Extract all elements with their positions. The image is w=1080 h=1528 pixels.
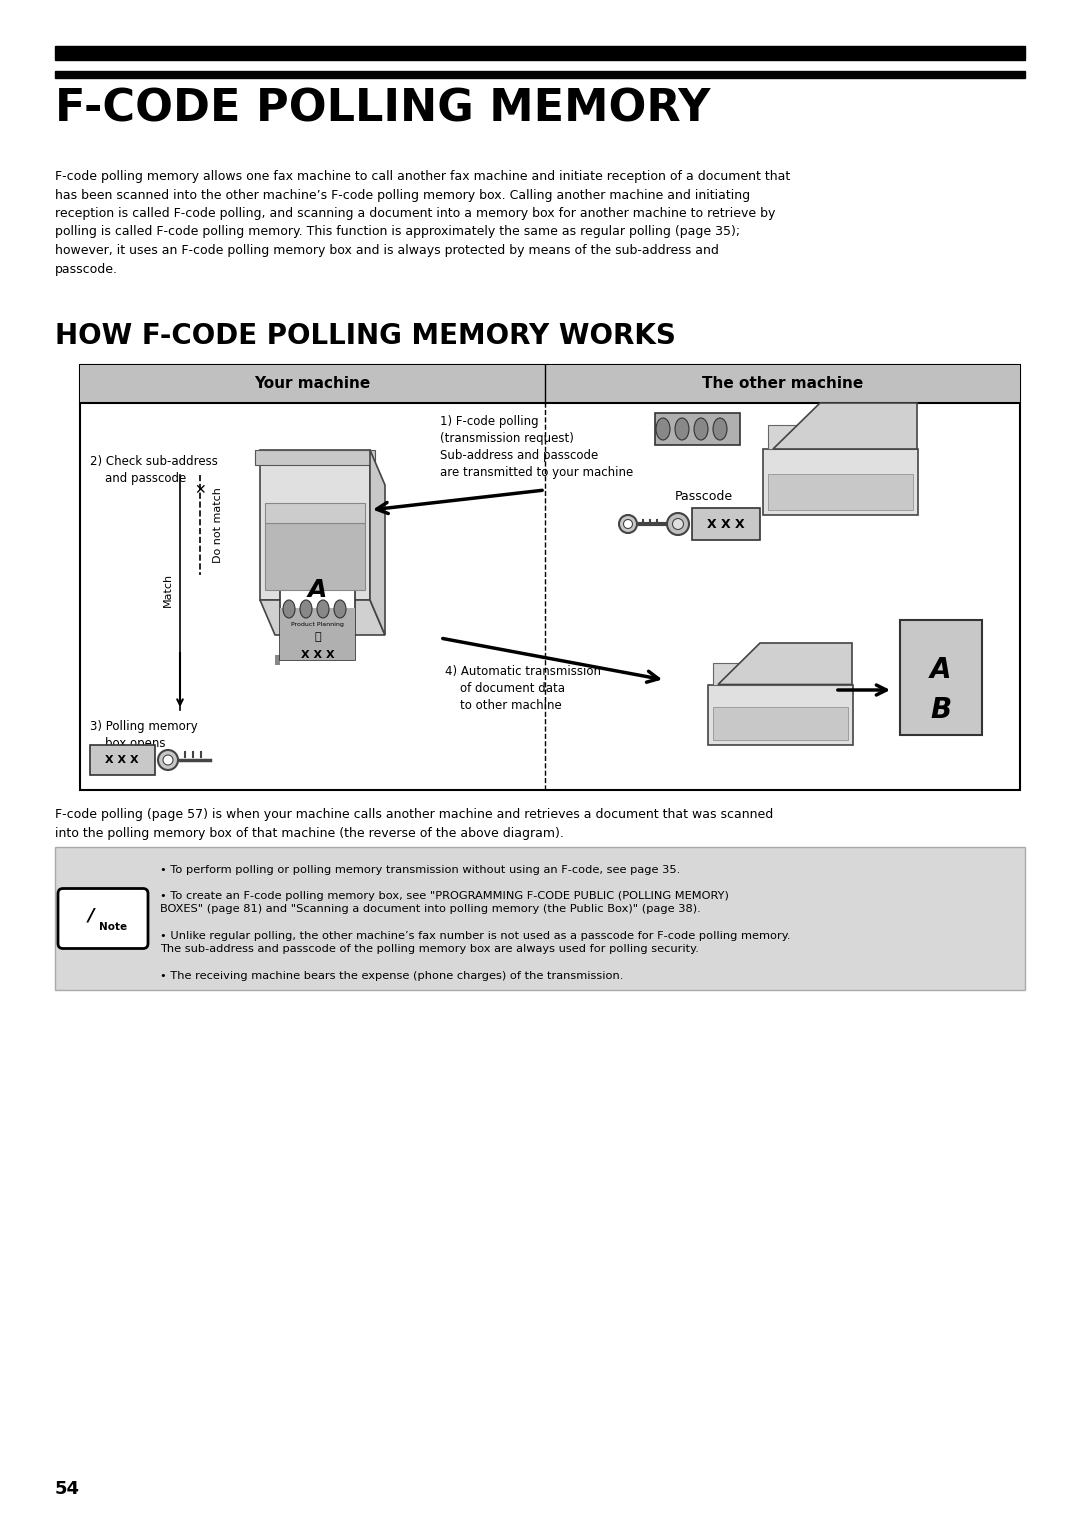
FancyBboxPatch shape	[58, 888, 148, 949]
Text: • The receiving machine bears the expense (phone charges) of the transmission.: • The receiving machine bears the expens…	[160, 970, 623, 981]
Ellipse shape	[334, 601, 346, 617]
Ellipse shape	[158, 750, 178, 770]
Bar	[275, 656, 280, 665]
Polygon shape	[260, 601, 384, 636]
Bar	[55, 70, 1025, 78]
Bar	[260, 451, 370, 601]
Text: Do not match: Do not match	[213, 487, 222, 562]
Ellipse shape	[694, 419, 708, 440]
Text: • To perform polling or polling memory transmission without using an F-code, see: • To perform polling or polling memory t…	[160, 865, 680, 876]
Ellipse shape	[667, 513, 689, 535]
Text: Note: Note	[99, 921, 127, 932]
Bar	[55, 46, 1025, 60]
Bar	[692, 507, 760, 539]
Bar	[708, 685, 853, 746]
Text: Your machine: Your machine	[255, 376, 370, 391]
Ellipse shape	[675, 419, 689, 440]
Ellipse shape	[318, 601, 329, 617]
Text: A: A	[308, 578, 327, 602]
Text: 4) Automatic transmission
    of document data
    to other machine: 4) Automatic transmission of document da…	[445, 665, 600, 712]
Polygon shape	[773, 403, 917, 449]
Bar	[255, 451, 375, 465]
Text: /: /	[87, 906, 94, 924]
Text: 3) Polling memory
    box opens: 3) Polling memory box opens	[90, 720, 198, 750]
Text: Subaddress: Subaddress	[660, 413, 733, 426]
Ellipse shape	[673, 518, 684, 530]
Text: F-code polling memory allows one fax machine to call another fax machine and ini: F-code polling memory allows one fax mac…	[55, 170, 791, 275]
Text: ✕: ✕	[194, 483, 206, 497]
Text: 2) Check sub-address
    and passcode: 2) Check sub-address and passcode	[90, 455, 218, 484]
Ellipse shape	[619, 515, 637, 533]
Ellipse shape	[623, 520, 633, 529]
Bar	[762, 449, 918, 515]
Text: HOW F-CODE POLLING MEMORY WORKS: HOW F-CODE POLLING MEMORY WORKS	[55, 322, 676, 350]
Bar	[90, 746, 156, 775]
Ellipse shape	[300, 601, 312, 617]
Bar	[80, 365, 1020, 403]
Text: Match: Match	[163, 573, 173, 607]
Bar	[280, 608, 355, 660]
Bar	[768, 425, 913, 449]
Polygon shape	[370, 451, 384, 636]
Text: 🔒: 🔒	[314, 633, 321, 642]
Text: The other machine: The other machine	[702, 376, 863, 391]
Text: F-code polling (page 57) is when your machine calls another machine and retrieve: F-code polling (page 57) is when your ma…	[55, 808, 773, 839]
Bar	[265, 503, 365, 523]
Bar	[900, 620, 982, 735]
Bar	[768, 474, 913, 510]
Bar	[713, 663, 848, 685]
Ellipse shape	[713, 419, 727, 440]
Ellipse shape	[656, 419, 670, 440]
Bar	[713, 707, 848, 740]
Text: 54: 54	[55, 1481, 80, 1497]
Bar	[654, 413, 740, 445]
Text: • To create an F-code polling memory box, see "PROGRAMMING F-CODE PUBLIC (POLLIN: • To create an F-code polling memory box…	[160, 891, 729, 914]
Bar	[280, 545, 355, 660]
Bar	[80, 365, 1020, 790]
Text: Product Planning: Product Planning	[292, 622, 343, 626]
Text: B: B	[931, 695, 951, 724]
Text: X X X: X X X	[300, 649, 335, 660]
Text: Passcode: Passcode	[675, 490, 733, 503]
Ellipse shape	[163, 755, 173, 766]
Text: X X X: X X X	[105, 755, 139, 766]
Bar	[55, 847, 1025, 990]
Text: X X X: X X X	[707, 518, 745, 530]
Text: A: A	[930, 656, 951, 685]
Ellipse shape	[283, 601, 295, 617]
Text: 1) F-code polling
(transmission request)
Sub-address and passcode
are transmitte: 1) F-code polling (transmission request)…	[440, 416, 633, 478]
Bar	[265, 523, 365, 590]
Text: • Unlike regular polling, the other machine’s fax number is not used as a passco: • Unlike regular polling, the other mach…	[160, 931, 791, 953]
Text: F-CODE POLLING MEMORY: F-CODE POLLING MEMORY	[55, 89, 711, 131]
Polygon shape	[718, 643, 852, 685]
